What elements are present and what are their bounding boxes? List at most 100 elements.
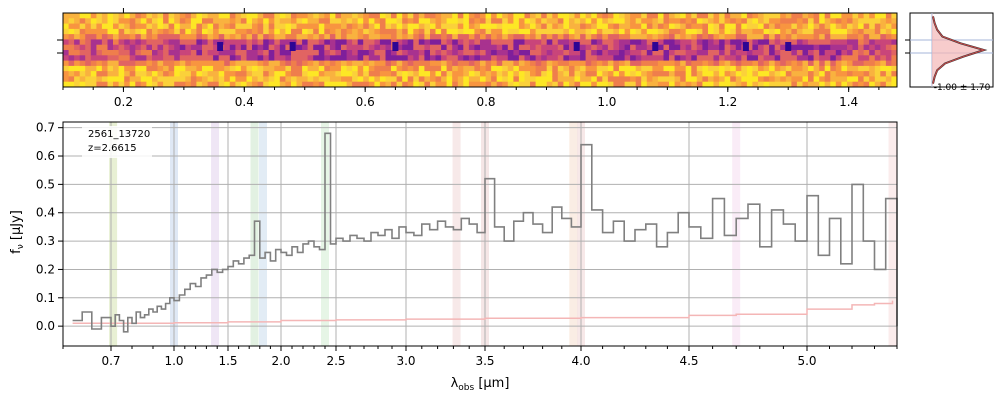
spectrum-2d-pixel xyxy=(118,13,125,19)
spectrum-2d-pixel xyxy=(835,71,842,77)
spectrum-2d-pixel xyxy=(391,55,397,61)
spectrum-2d-pixel xyxy=(79,34,86,40)
spectrum-2d-pixel xyxy=(407,28,414,35)
spectrum-2d-pixel xyxy=(174,76,181,83)
spectrum-2d-pixel xyxy=(101,55,108,61)
spectrum-2d-feature xyxy=(289,42,296,51)
spectrum-2d-pixel xyxy=(569,81,575,88)
spectrum-2d-pixel xyxy=(352,44,359,51)
spectrum-2d-pixel xyxy=(758,34,764,40)
spectrum-2d-pixel xyxy=(152,65,158,72)
spectrum-2d-pixel xyxy=(235,39,242,46)
spectrum-2d-pixel xyxy=(485,34,492,40)
spectrum-2d-pixel xyxy=(285,44,292,51)
spectrum-2d-pixel xyxy=(435,23,442,30)
spectrum-2d-pixel xyxy=(385,18,392,24)
spectrum-2d-pixel xyxy=(430,65,436,72)
spectrum-2d-pixel xyxy=(885,50,892,56)
spectrum-2d-pixel xyxy=(641,28,648,35)
spectrum-2d-pixel xyxy=(847,60,853,67)
spectrum-2d-pixel xyxy=(168,55,175,61)
spectrum-2d-pixel xyxy=(279,44,286,51)
spectrum-2d-pixel xyxy=(329,13,336,19)
spectrum-2d-pixel xyxy=(68,44,75,51)
spectrum-2d-pixel xyxy=(196,34,203,40)
spectrum-2d-pixel xyxy=(863,55,870,61)
spectrum-2d-pixel xyxy=(808,44,814,51)
spectrum-2d-pixel xyxy=(318,71,325,77)
spectrum-2d-pixel xyxy=(674,18,681,24)
spectrum-2d-pixel xyxy=(680,50,687,56)
spectrum-2d-pixel xyxy=(663,55,670,61)
spectrum-2d-pixel xyxy=(302,60,309,67)
spectrum-2d-pixel xyxy=(124,65,131,72)
spectrum-2d-pixel xyxy=(624,44,631,51)
spectrum-2d-pixel xyxy=(657,60,664,67)
spectrum-2d-pixel xyxy=(202,60,208,67)
spectrum-2d-pixel xyxy=(491,55,498,61)
spectrum-2d-pixel xyxy=(502,44,509,51)
spectrum-2d-pixel xyxy=(235,28,242,35)
spectrum-2d-pixel xyxy=(368,28,375,35)
spectrum-2d-pixel xyxy=(246,55,253,61)
spectrum-2d-pixel xyxy=(724,60,731,67)
spectrum-2d-pixel xyxy=(341,55,347,61)
spectrum-2d-pixel xyxy=(235,50,242,56)
spectrum-2d-pixel xyxy=(791,76,798,83)
spectrum-2d-pixel xyxy=(118,60,125,67)
spectrum-2d-pixel xyxy=(302,71,309,77)
spectrum-2d-pixel xyxy=(746,44,753,51)
spectrum-2d-pixel xyxy=(518,23,525,30)
spectrum-2d-pixel xyxy=(641,34,648,40)
spectrum-2d-pixel xyxy=(318,55,325,61)
spectrum-2d-pixel xyxy=(96,18,103,24)
spectrum-2d-pixel xyxy=(730,55,737,61)
spectrum-2d-pixel xyxy=(719,71,726,77)
spectrum-2d-pixel xyxy=(118,18,125,24)
spectrum-2d-pixel xyxy=(696,23,703,30)
spectrum-2d-pixel xyxy=(113,55,119,61)
spectrum-2d-pixel xyxy=(346,55,353,61)
spectrum-2d-pixel xyxy=(858,65,865,72)
spectrum-2d-pixel xyxy=(435,34,442,40)
spectrum-2d-pixel xyxy=(480,34,486,40)
spectrum-2d-pixel xyxy=(613,13,620,19)
spectrum-2d-pixel xyxy=(613,28,620,35)
spectrum-2d-pixel xyxy=(769,81,776,88)
spectrum-2d-pixel xyxy=(696,13,703,19)
spectrum-2d-pixel xyxy=(852,44,859,51)
spectrum-2d-pixel xyxy=(341,34,347,40)
spectrum-2d-pixel xyxy=(124,23,131,30)
spectrum-2d-pixel xyxy=(85,50,92,56)
spectrum-2d-pixel xyxy=(591,81,598,88)
spectrum-2d-pixel xyxy=(791,44,798,51)
spectrum-2d-pixel xyxy=(213,44,220,51)
spectrum-2d-pixel xyxy=(635,39,642,46)
spectrum-2d-pixel xyxy=(302,18,309,24)
spectrum-2d-pixel xyxy=(835,60,842,67)
spectrum-2d-pixel xyxy=(518,18,525,24)
spectrum-2d-pixel xyxy=(708,76,714,83)
spectrum-2d-pixel xyxy=(557,81,564,88)
spectrum-2d-pixel xyxy=(202,28,208,35)
spectrum-2d-x-tick-label: 0.6 xyxy=(356,95,375,109)
spectrum-2d-pixel xyxy=(563,34,570,40)
spectrum-2d-pixel xyxy=(413,60,420,67)
spectrum-2d-pixel xyxy=(124,81,131,88)
spectrum-2d-pixel xyxy=(435,44,442,51)
spectrum-2d-pixel xyxy=(430,34,436,40)
spectrum-2d-pixel xyxy=(90,71,97,77)
spectrum-2d-pixel xyxy=(696,81,703,88)
spectrum-2d-pixel xyxy=(368,13,375,19)
spectrum-2d-pixel xyxy=(202,13,208,19)
spectrum-2d-pixel xyxy=(452,34,459,40)
spectrum-2d-pixel xyxy=(418,71,425,77)
spectrum-2d-pixel xyxy=(240,13,247,19)
spectrum-2d-pixel xyxy=(274,60,281,67)
spectrum-2d-pixel xyxy=(535,50,542,56)
spectrum-2d-pixel xyxy=(274,13,281,19)
spectrum-2d-pixel xyxy=(880,55,887,61)
spectrum-2d-pixel xyxy=(129,71,136,77)
spectrum-2d-pixel xyxy=(769,28,776,35)
spectrum-2d-pixel xyxy=(468,13,475,19)
